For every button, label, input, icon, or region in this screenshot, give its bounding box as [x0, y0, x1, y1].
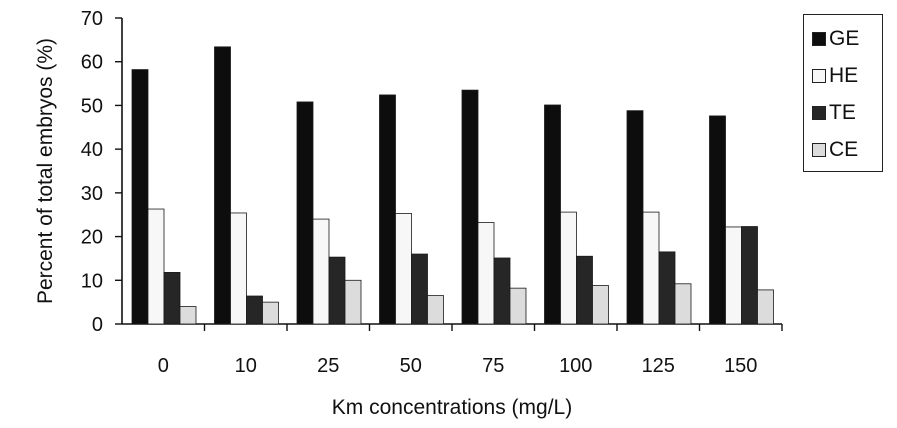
legend-swatch-te	[812, 106, 826, 120]
legend-item-he: HE	[812, 64, 858, 88]
bar-he-10	[230, 212, 247, 325]
chart-legend: GE HE TE CE	[803, 14, 883, 172]
bar-ge-0	[131, 69, 149, 325]
bar-ge-75	[461, 89, 479, 325]
chart-bars	[131, 46, 774, 325]
legend-swatch-he	[812, 69, 826, 83]
bar-ge-125	[626, 110, 644, 325]
bar-ge-150	[709, 115, 726, 325]
bar-he-150	[725, 226, 742, 325]
legend-label-ge: GE	[829, 27, 860, 50]
bar-ge-50	[379, 94, 396, 325]
bar-te-100	[576, 255, 593, 325]
legend-label-ce: CE	[829, 138, 859, 161]
bar-ce-0	[179, 306, 197, 325]
bar-he-125	[642, 211, 660, 325]
bar-he-100	[560, 211, 577, 325]
chart-labels: 0 10 20 30 40 50 60 70 0 10 25 50 75 100 125 150 Km conc…	[34, 8, 757, 419]
bar-ce-100	[592, 285, 609, 325]
y-tick-label: 40	[81, 139, 103, 161]
x-tick-label: 100	[559, 355, 592, 377]
y-tick-label: 20	[81, 227, 103, 249]
bar-ge-100	[544, 104, 561, 325]
bar-he-50	[395, 213, 412, 325]
bar-he-25	[312, 218, 330, 325]
y-tick-label: 70	[81, 8, 103, 30]
x-tick-label: 125	[642, 355, 675, 377]
bar-ce-125	[674, 283, 692, 325]
bar-te-125	[658, 251, 676, 325]
x-tick-label: 75	[482, 355, 504, 377]
y-tick-label: 0	[92, 314, 103, 336]
bar-te-75	[493, 257, 511, 325]
bar-te-10	[246, 295, 263, 325]
bar-te-50	[411, 253, 428, 325]
x-tick-label: 0	[158, 355, 169, 377]
bar-te-25	[328, 256, 346, 325]
x-tick-label: 25	[317, 355, 339, 377]
x-tick-label: 150	[724, 355, 757, 377]
y-tick-label: 50	[81, 95, 103, 117]
legend-swatch-ge	[812, 32, 826, 46]
legend-item-te: TE	[812, 101, 856, 125]
bar-ge-25	[296, 101, 314, 325]
bar-he-75	[477, 222, 495, 325]
bar-te-150	[741, 226, 758, 325]
legend-item-ce: CE	[812, 138, 858, 162]
y-axis-title: Percent of total embryos (%)	[34, 38, 57, 304]
y-tick-label: 60	[81, 52, 103, 74]
bar-te-0	[163, 272, 181, 325]
legend-label-te: TE	[829, 101, 856, 124]
legend-item-ge: GE	[812, 27, 859, 51]
bar-ce-25	[344, 279, 362, 325]
y-tick-label: 30	[81, 183, 103, 205]
bar-ge-10	[214, 46, 231, 325]
bar-ce-75	[509, 287, 527, 325]
bar-ce-150	[757, 289, 774, 325]
bar-ce-50	[427, 295, 444, 325]
legend-swatch-ce	[812, 143, 826, 157]
bar-ce-10	[262, 301, 279, 325]
x-tick-label: 50	[400, 355, 422, 377]
y-tick-label: 10	[81, 270, 103, 292]
bar-he-0	[147, 208, 165, 325]
legend-label-he: HE	[829, 64, 859, 87]
x-tick-label: 10	[235, 355, 257, 377]
x-axis-title: Km concentrations (mg/L)	[332, 396, 572, 419]
